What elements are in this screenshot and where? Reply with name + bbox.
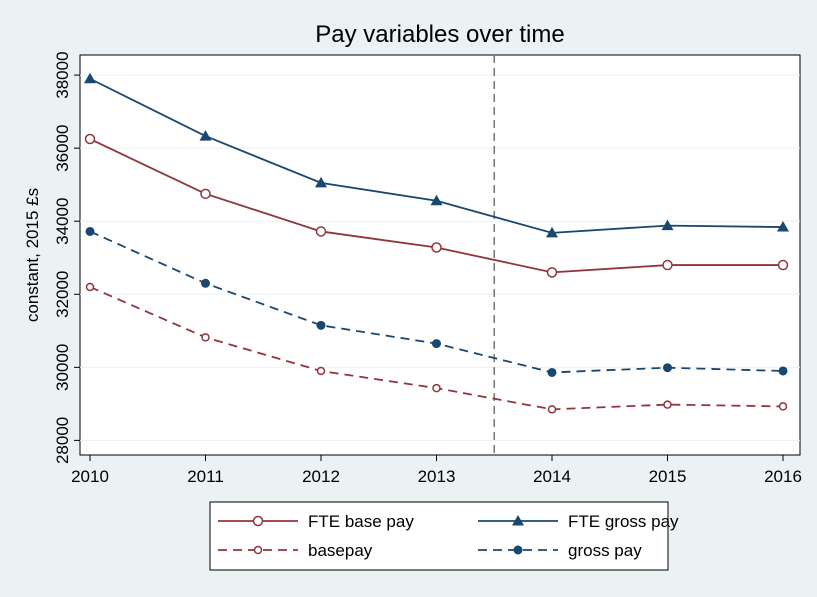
- marker: [84, 133, 96, 145]
- marker: [200, 188, 211, 200]
- x-tick-label: 2014: [533, 467, 571, 486]
- marker: [430, 194, 443, 206]
- x-tick-label: 2011: [187, 467, 224, 486]
- marker: [663, 400, 672, 409]
- legend-label: basepay: [308, 541, 373, 560]
- marker: [315, 176, 327, 188]
- marker: [201, 333, 210, 342]
- y-tick-label: 36000: [53, 125, 72, 172]
- legend: [209, 501, 669, 571]
- legend-label: gross pay: [568, 541, 642, 560]
- marker: [662, 259, 673, 271]
- marker: [546, 267, 558, 278]
- marker: [316, 366, 326, 376]
- marker: [547, 367, 557, 377]
- plot-area: [79, 54, 801, 456]
- x-tick-label: 2016: [764, 467, 802, 486]
- legend-label: FTE base pay: [308, 512, 414, 531]
- x-tick-label: 2010: [71, 467, 109, 486]
- marker: [777, 221, 789, 232]
- marker: [84, 72, 96, 84]
- marker: [316, 320, 326, 330]
- marker: [778, 402, 788, 411]
- chart-title: Pay variables over time: [315, 21, 564, 48]
- marker: [201, 278, 210, 288]
- y-tick-label: 38000: [53, 51, 72, 98]
- legend-marker: [512, 515, 524, 526]
- legend-label: FTE gross pay: [568, 512, 679, 531]
- marker: [85, 282, 95, 292]
- x-tick-label: 2012: [302, 467, 340, 486]
- legend-marker: [513, 545, 523, 555]
- marker: [85, 226, 95, 236]
- marker: [547, 405, 557, 414]
- marker: [432, 383, 441, 393]
- x-tick-label: 2015: [649, 467, 687, 486]
- y-tick-label: 30000: [53, 344, 72, 391]
- y-tick-label: 34000: [53, 198, 72, 245]
- marker: [663, 363, 672, 373]
- y-tick-label: 28000: [53, 417, 72, 464]
- marker: [546, 226, 558, 238]
- marker: [778, 366, 788, 376]
- y-tick-label: 32000: [53, 271, 72, 318]
- marker: [315, 226, 327, 237]
- marker: [432, 339, 441, 349]
- y-axis-title: constant, 2015 £s: [23, 188, 42, 322]
- x-tick-label: 2013: [418, 467, 456, 486]
- legend-marker: [253, 545, 263, 555]
- marker: [777, 259, 789, 271]
- marker: [661, 219, 674, 231]
- marker: [199, 130, 212, 141]
- marker: [431, 242, 442, 253]
- legend-marker: [252, 515, 264, 527]
